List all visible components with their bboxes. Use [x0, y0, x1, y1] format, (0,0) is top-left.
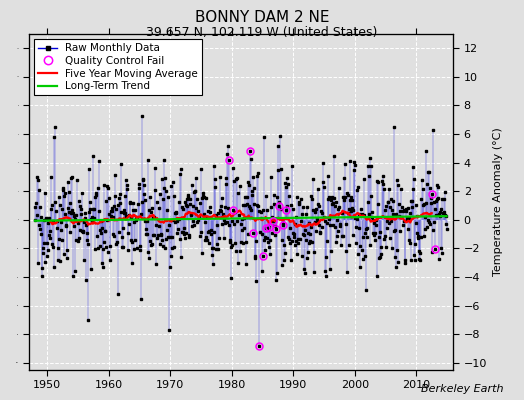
Text: BONNY DAM 2 NE: BONNY DAM 2 NE [195, 10, 329, 25]
Legend: Raw Monthly Data, Quality Control Fail, Five Year Moving Average, Long-Term Tren: Raw Monthly Data, Quality Control Fail, … [34, 39, 202, 95]
Text: Berkeley Earth: Berkeley Earth [421, 384, 503, 394]
Text: 39.657 N, 102.119 W (United States): 39.657 N, 102.119 W (United States) [146, 26, 378, 39]
Y-axis label: Temperature Anomaly (°C): Temperature Anomaly (°C) [493, 128, 503, 276]
